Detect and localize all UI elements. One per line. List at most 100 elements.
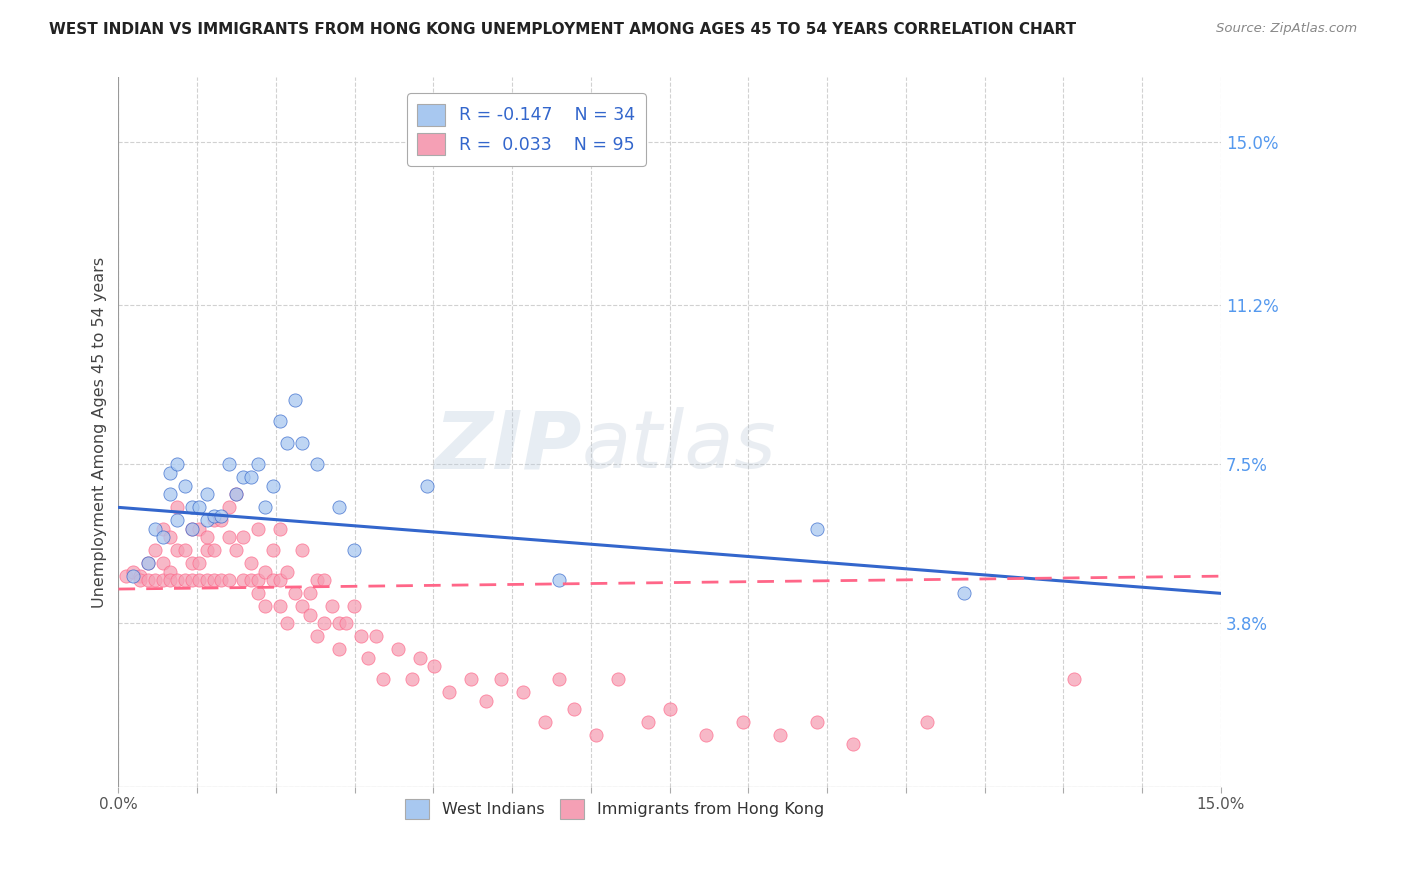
Point xyxy=(269,522,291,536)
Point xyxy=(291,436,314,450)
Point xyxy=(225,487,247,501)
Point xyxy=(218,500,240,515)
Point xyxy=(695,728,717,742)
Point xyxy=(239,574,262,588)
Point xyxy=(209,508,232,523)
Point xyxy=(195,513,218,527)
Point xyxy=(202,508,225,523)
Point xyxy=(276,436,298,450)
Point xyxy=(357,650,380,665)
Point xyxy=(343,543,366,558)
Point xyxy=(262,543,284,558)
Point xyxy=(298,607,321,622)
Point xyxy=(533,715,555,730)
Point xyxy=(658,702,681,716)
Point xyxy=(143,522,166,536)
Point xyxy=(181,522,204,536)
Point xyxy=(122,565,145,579)
Point xyxy=(166,543,188,558)
Point xyxy=(159,466,181,480)
Point xyxy=(181,500,204,515)
Point xyxy=(842,737,865,751)
Point xyxy=(232,470,254,484)
Point xyxy=(232,531,254,545)
Point xyxy=(350,629,373,643)
Point xyxy=(328,642,350,657)
Point xyxy=(247,574,270,588)
Point xyxy=(136,556,159,570)
Point xyxy=(269,599,291,614)
Point xyxy=(202,543,225,558)
Point xyxy=(314,616,336,631)
Text: ZIP: ZIP xyxy=(434,408,582,485)
Point xyxy=(262,574,284,588)
Text: Source: ZipAtlas.com: Source: ZipAtlas.com xyxy=(1216,22,1357,36)
Point xyxy=(269,414,291,428)
Point xyxy=(321,599,343,614)
Point xyxy=(136,556,159,570)
Text: WEST INDIAN VS IMMIGRANTS FROM HONG KONG UNEMPLOYMENT AMONG AGES 45 TO 54 YEARS : WEST INDIAN VS IMMIGRANTS FROM HONG KONG… xyxy=(49,22,1077,37)
Point xyxy=(298,586,321,600)
Point xyxy=(305,574,328,588)
Point xyxy=(276,565,298,579)
Point xyxy=(166,574,188,588)
Point xyxy=(181,574,204,588)
Point xyxy=(1063,673,1085,687)
Point xyxy=(202,574,225,588)
Point xyxy=(129,569,152,583)
Point xyxy=(548,574,571,588)
Point xyxy=(915,715,938,730)
Point xyxy=(247,586,270,600)
Point xyxy=(416,479,439,493)
Point xyxy=(173,543,195,558)
Point xyxy=(152,531,174,545)
Point xyxy=(401,673,423,687)
Point xyxy=(195,487,218,501)
Point xyxy=(239,556,262,570)
Point xyxy=(188,556,211,570)
Point xyxy=(276,616,298,631)
Point xyxy=(335,616,357,631)
Point xyxy=(291,599,314,614)
Point xyxy=(952,586,974,600)
Point xyxy=(343,599,366,614)
Point xyxy=(195,543,218,558)
Point xyxy=(218,574,240,588)
Point xyxy=(262,479,284,493)
Point xyxy=(195,531,218,545)
Point xyxy=(328,616,350,631)
Point xyxy=(173,479,195,493)
Legend: West Indians, Immigrants from Hong Kong: West Indians, Immigrants from Hong Kong xyxy=(398,793,831,825)
Point xyxy=(188,522,211,536)
Point xyxy=(806,715,828,730)
Point xyxy=(209,513,232,527)
Point xyxy=(460,673,482,687)
Point xyxy=(607,673,630,687)
Point xyxy=(218,458,240,472)
Point xyxy=(152,574,174,588)
Point xyxy=(202,513,225,527)
Point xyxy=(423,659,446,673)
Point xyxy=(152,556,174,570)
Point xyxy=(181,556,204,570)
Point xyxy=(512,685,534,699)
Point xyxy=(159,487,181,501)
Point xyxy=(188,574,211,588)
Text: atlas: atlas xyxy=(582,408,776,485)
Point xyxy=(769,728,792,742)
Point xyxy=(371,673,394,687)
Point xyxy=(284,392,307,407)
Point xyxy=(143,543,166,558)
Point xyxy=(305,629,328,643)
Point xyxy=(209,574,232,588)
Point xyxy=(136,574,159,588)
Point xyxy=(314,574,336,588)
Point xyxy=(409,650,432,665)
Point xyxy=(181,522,204,536)
Point xyxy=(548,673,571,687)
Y-axis label: Unemployment Among Ages 45 to 54 years: Unemployment Among Ages 45 to 54 years xyxy=(93,257,107,607)
Point xyxy=(637,715,659,730)
Point xyxy=(305,458,328,472)
Point xyxy=(247,458,270,472)
Point xyxy=(225,543,247,558)
